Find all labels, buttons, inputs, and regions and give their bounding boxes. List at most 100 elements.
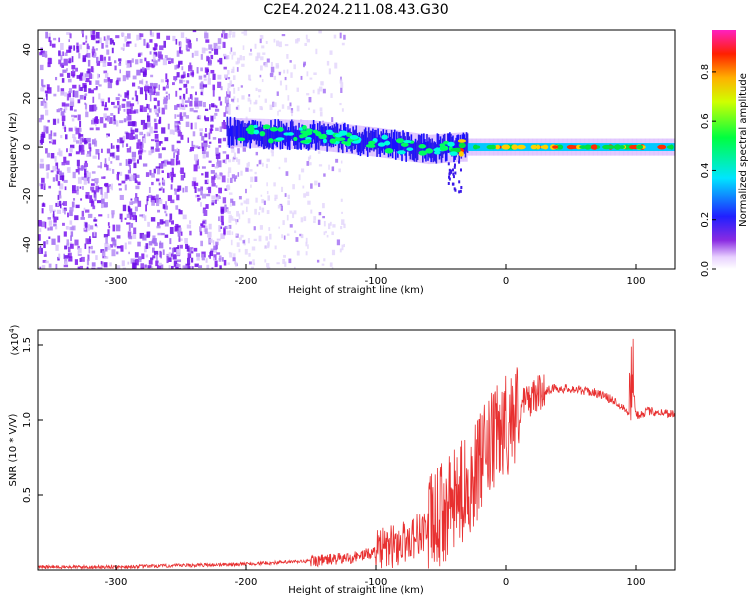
spectrogram-cell [338, 168, 341, 173]
spectrogram-cell [108, 184, 112, 187]
spectrogram-cell [229, 202, 232, 207]
spectrogram-cell [247, 218, 251, 224]
spectrogram-cell [69, 220, 73, 225]
spectrogram-cell [62, 201, 68, 206]
spectrogram-cell [73, 137, 77, 143]
spectrogram-cell [274, 197, 277, 201]
spectrogram-cell [448, 168, 451, 172]
spectrogram-cell [174, 149, 177, 153]
spectrogram-band-core [466, 133, 469, 153]
spectrogram-cell [143, 150, 147, 153]
spectrogram-cell [86, 172, 91, 179]
spectrogram-cell [154, 122, 158, 130]
spectrogram-cell [221, 175, 226, 183]
spectrogram-band-core [484, 143, 487, 151]
spectrogram-cell [91, 190, 96, 193]
spectrogram-cell [137, 200, 142, 207]
spectrogram-cell [68, 256, 73, 262]
spectrogram-band-core [548, 143, 551, 151]
spectrogram-cell [193, 247, 198, 252]
spectrogram-band-core [289, 121, 292, 141]
spectrogram-cell [67, 246, 71, 253]
spectrogram-cell [343, 243, 345, 248]
spectrogram-cell [48, 133, 53, 140]
spectrogram-cell [448, 177, 451, 181]
spectrogram-cell [270, 66, 275, 73]
spectrogram-cell [284, 157, 288, 163]
spectrogram-cell [187, 137, 190, 143]
spectrogram-cell [107, 229, 110, 237]
spectrogram-cell [150, 74, 154, 78]
spectrogram-cell [196, 165, 200, 169]
spectrogram-cell [76, 45, 80, 53]
spectrogram-cell [180, 174, 185, 181]
spectrogram-cell [108, 226, 111, 229]
spectrogram-cell [110, 185, 112, 190]
spectrogram-cell [339, 102, 342, 106]
spectrogram-cell [55, 263, 58, 269]
spectrogram-cell [71, 190, 77, 194]
spectrogram-cell [60, 134, 63, 139]
spectrogram-band-core [260, 127, 263, 147]
spectrogram-band-core [328, 126, 331, 147]
spectrogram-cell [122, 75, 126, 82]
spectrogram-cell [64, 186, 67, 191]
spectrogram-cell [57, 118, 60, 124]
spectrogram-cell [132, 215, 137, 221]
spectrogram-cell [269, 233, 272, 240]
spectrogram-hotspot [253, 124, 258, 129]
spectrogram-band-core [377, 128, 379, 148]
spectrogram-cell [47, 164, 50, 171]
spectrogram-band-core [563, 143, 566, 151]
spectrogram-band-core [255, 125, 258, 145]
spectrogram-cell [161, 170, 164, 173]
spectrogram-cell [39, 266, 42, 269]
spectrogram-cell [174, 114, 177, 119]
spectrogram-cell [204, 171, 209, 178]
spectrogram-cell [247, 161, 250, 167]
spectrogram-cell [253, 101, 257, 105]
spectrogram-band-core [326, 132, 328, 152]
spectrogram-cell [227, 77, 231, 80]
spectrogram-cell [214, 108, 220, 112]
spectrogram-hotspot [305, 139, 312, 143]
spectrogram-cell [318, 86, 323, 92]
spectrogram-cell [103, 233, 108, 238]
spectrogram-cell [89, 104, 94, 112]
spectrogram-cell [95, 48, 98, 51]
spectrogram-cell [87, 224, 90, 231]
spectrogram-band-core [315, 129, 318, 150]
spectrogram-cell [237, 159, 241, 165]
spectrogram-cell [248, 253, 251, 257]
spectrogram-cell [208, 223, 212, 230]
spectrogram-cell [77, 165, 80, 169]
spectrogram-cell [53, 93, 57, 97]
spectrogram-hotspot [425, 148, 434, 154]
spectrogram-band-core [311, 124, 314, 144]
spectrogram-cell [68, 91, 72, 98]
spectrogram-cell [206, 151, 209, 158]
spectrogram-band-core [236, 119, 239, 140]
spectrogram-cell [104, 247, 108, 252]
spectrogram-cell [136, 101, 139, 105]
spectrogram-cell [118, 58, 122, 62]
spectrogram-cell [92, 155, 97, 159]
spectrogram-cell [146, 231, 150, 238]
spectrogram-cell [126, 108, 131, 114]
spectrogram-cell [95, 80, 100, 85]
spectrogram-cell [125, 174, 130, 180]
spectrogram-cell [140, 263, 145, 269]
spectrogram-cell [43, 125, 47, 133]
spectrogram-band-core [656, 143, 658, 151]
spectrogram-cell [118, 105, 121, 111]
spectrogram-cell [250, 184, 252, 188]
spectrogram-cell [159, 219, 164, 225]
spectrogram-cell [94, 52, 97, 56]
spectrogram-cell [154, 133, 159, 139]
spectrogram-cell [163, 40, 167, 48]
spectrogram-cell [75, 67, 79, 72]
spectrogram-cell [41, 52, 47, 57]
spectrogram-cell [215, 196, 219, 202]
x-tick-label: -200 [235, 577, 258, 588]
spectrogram-band-core [415, 142, 418, 162]
